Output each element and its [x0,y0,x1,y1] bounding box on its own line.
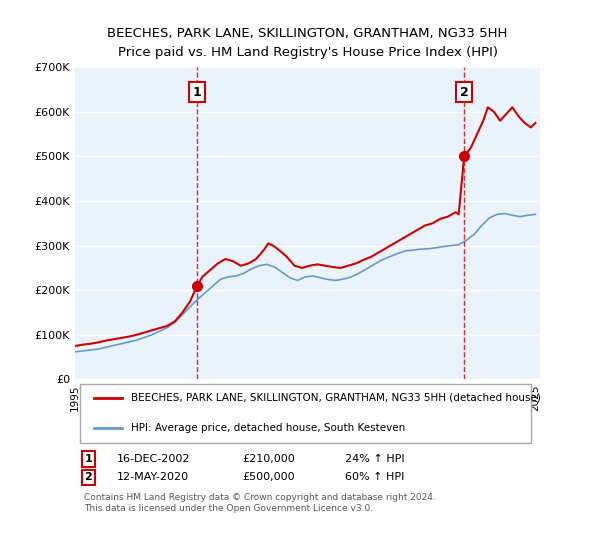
Text: 16-DEC-2002: 16-DEC-2002 [117,454,190,464]
Text: 2: 2 [460,86,469,99]
Text: 1: 1 [84,454,92,464]
Text: BEECHES, PARK LANE, SKILLINGTON, GRANTHAM, NG33 5HH (detached house): BEECHES, PARK LANE, SKILLINGTON, GRANTHA… [131,393,541,403]
Text: HPI: Average price, detached house, South Kesteven: HPI: Average price, detached house, Sout… [131,423,405,433]
Text: 12-MAY-2020: 12-MAY-2020 [117,473,189,482]
Text: Contains HM Land Registry data © Crown copyright and database right 2024.
This d: Contains HM Land Registry data © Crown c… [84,493,436,512]
Title: BEECHES, PARK LANE, SKILLINGTON, GRANTHAM, NG33 5HH
Price paid vs. HM Land Regis: BEECHES, PARK LANE, SKILLINGTON, GRANTHA… [107,27,508,59]
Text: 60% ↑ HPI: 60% ↑ HPI [344,473,404,482]
Text: 2: 2 [84,473,92,482]
Text: 1: 1 [193,86,202,99]
Text: £500,000: £500,000 [242,473,295,482]
FancyBboxPatch shape [80,384,531,443]
Text: 24% ↑ HPI: 24% ↑ HPI [344,454,404,464]
Text: £210,000: £210,000 [242,454,295,464]
